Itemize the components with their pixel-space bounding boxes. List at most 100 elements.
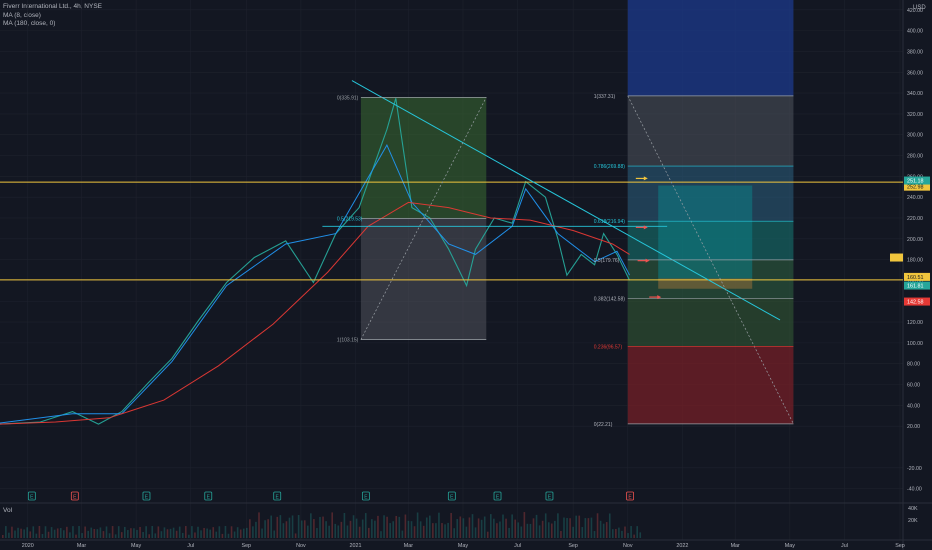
volume-bar-189 xyxy=(578,515,581,538)
volume-bar-5 xyxy=(17,527,19,538)
volume-bar-83 xyxy=(255,521,257,538)
earnings-marker-5 xyxy=(361,491,370,501)
volume-bar-86 xyxy=(264,520,266,538)
volume-bar-89 xyxy=(273,530,276,538)
volume-bar-116 xyxy=(355,518,358,538)
volume-bar-125 xyxy=(383,515,385,538)
price-tick-11: 200.00 xyxy=(907,237,923,243)
volume-bar-27 xyxy=(84,526,86,538)
volume-bar-157 xyxy=(480,519,483,538)
volume-tick-0: 40K xyxy=(908,506,918,512)
position-stop-box xyxy=(658,278,753,289)
volume-bar-18 xyxy=(56,528,59,538)
volume-bar-31 xyxy=(96,529,99,538)
volume-bar-160 xyxy=(490,514,492,538)
volume-bar-111 xyxy=(340,521,343,538)
volume-bar-45 xyxy=(139,526,141,538)
volume-bar-182 xyxy=(557,513,559,538)
volume-bar-34 xyxy=(105,526,108,538)
volume-bar-22 xyxy=(69,532,71,538)
fib-left-label-2: 1(103.15) xyxy=(337,338,359,344)
volume-bar-69 xyxy=(212,527,215,538)
price-tick-5: 80.00 xyxy=(907,362,920,368)
price-tick-19: 360.00 xyxy=(907,70,923,76)
volume-bar-68 xyxy=(209,529,211,538)
volume-bar-203 xyxy=(621,530,623,538)
legend-symbol-title[interactable]: Fiverr International Ltd., 4h, NYSE xyxy=(3,3,102,10)
fib-right-label-4: 0.382(142.58) xyxy=(594,297,625,303)
volume-bar-70 xyxy=(215,531,218,538)
volume-bar-175 xyxy=(535,514,538,538)
volume-bar-32 xyxy=(99,527,102,538)
fib-left-box-upper xyxy=(360,97,487,219)
time-tick-12: 2022 xyxy=(676,543,688,549)
volume-bar-201 xyxy=(615,528,617,538)
volume-bar-50 xyxy=(154,533,157,538)
price-tag-3: 251.18 xyxy=(907,179,924,185)
volume-pane-label: Vol xyxy=(3,507,13,514)
volume-bar-155 xyxy=(474,527,477,538)
volume-bar-81 xyxy=(249,519,251,538)
volume-bar-108 xyxy=(331,512,333,538)
volume-bar-129 xyxy=(395,515,398,538)
volume-bar-136 xyxy=(416,512,419,538)
volume-bar-198 xyxy=(605,522,608,538)
volume-bar-11 xyxy=(35,533,38,538)
volume-bar-152 xyxy=(465,526,468,538)
volume-bar-65 xyxy=(200,530,202,538)
price-tick-17: 320.00 xyxy=(907,112,923,118)
volume-bar-162 xyxy=(496,523,498,538)
volume-bar-37 xyxy=(114,534,117,538)
volume-bar-137 xyxy=(419,521,422,538)
drawing-lines xyxy=(0,80,903,425)
volume-bar-7 xyxy=(23,529,25,538)
price-tick-10: 180.00 xyxy=(907,258,923,264)
time-tick-6: 2021 xyxy=(350,543,362,549)
volume-bar-41 xyxy=(127,530,129,538)
volume-bar-6 xyxy=(20,528,22,538)
fib-left-label-1: 0.5(219.53) xyxy=(337,216,363,222)
fib-right-box-5 xyxy=(627,298,794,347)
volume-bar-196 xyxy=(599,520,602,538)
time-tick-1: Mar xyxy=(77,543,86,549)
volume-bar-14 xyxy=(44,526,47,538)
legend-ma-slow[interactable]: MA (180, close, 0) xyxy=(3,20,56,27)
volume-bar-20 xyxy=(63,530,65,538)
earnings-marker-4 xyxy=(273,491,282,501)
price-tick-6: 100.00 xyxy=(907,341,923,347)
volume-bar-187 xyxy=(572,526,574,538)
volume-bar-170 xyxy=(520,526,523,538)
legend-ma-fast[interactable]: MA (8, close) xyxy=(3,11,41,19)
volume-bar-80 xyxy=(246,527,248,538)
volume-bar-46 xyxy=(142,532,144,538)
drawing-boxes xyxy=(360,0,794,424)
volume-bar-195 xyxy=(596,513,599,538)
volume-bar-167 xyxy=(511,514,513,538)
volume-bar-58 xyxy=(178,526,181,538)
volume-bar-92 xyxy=(282,523,285,538)
volume-bar-104 xyxy=(319,516,321,538)
volume-bar-71 xyxy=(218,526,221,538)
price-tag-bg-0 xyxy=(904,281,930,290)
volume-bar-43 xyxy=(133,528,135,538)
price-tick-21: 400.00 xyxy=(907,29,923,35)
volume-bar-151 xyxy=(462,518,465,538)
volume-tick-1: 20K xyxy=(908,518,918,524)
price-tick-20: 380.00 xyxy=(907,49,923,55)
volume-bar-38 xyxy=(117,526,120,538)
volume-bar-120 xyxy=(368,527,370,538)
volume-bar-99 xyxy=(303,520,306,538)
price-tick-16: 300.00 xyxy=(907,133,923,139)
volume-bar-171 xyxy=(523,512,526,538)
volume-bar-56 xyxy=(172,527,175,538)
volume-bar-10 xyxy=(32,526,35,538)
volume-bar-73 xyxy=(224,526,227,538)
volume-bar-40 xyxy=(124,526,126,538)
volume-bar-15 xyxy=(47,531,50,538)
volume-bar-16 xyxy=(50,527,53,538)
volume-bar-199 xyxy=(608,513,611,538)
volume-bar-52 xyxy=(160,531,163,538)
earnings-marker-label-8: E xyxy=(548,495,552,501)
volume-bar-134 xyxy=(410,521,413,538)
